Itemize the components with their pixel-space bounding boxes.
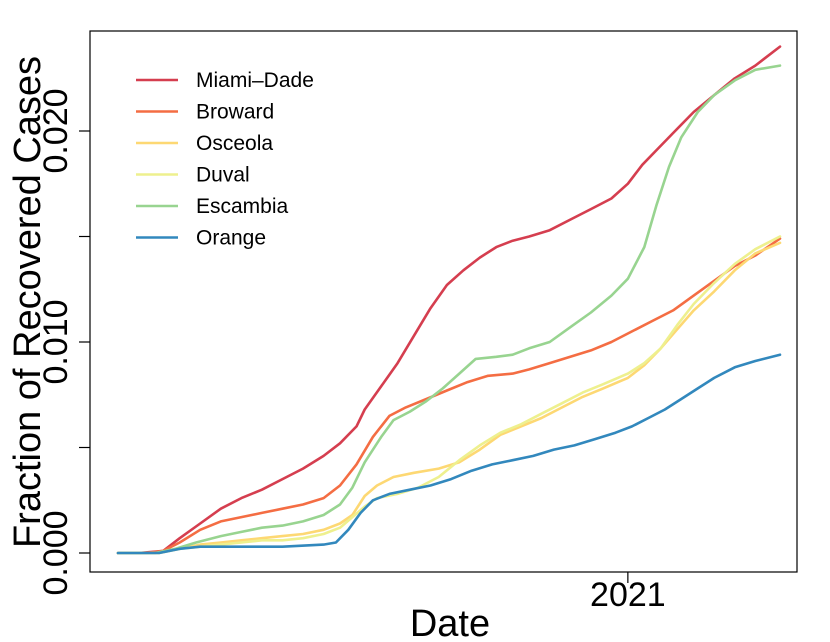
x-axis-title: Date bbox=[410, 603, 490, 642]
y-axis: 0.000 0.010 0.020 bbox=[37, 88, 90, 596]
x-axis: 2021 bbox=[590, 572, 666, 614]
series-line-orange bbox=[116, 353, 782, 555]
series-line-broward bbox=[116, 237, 782, 555]
legend-label: Duval bbox=[196, 164, 250, 187]
legend-label: Broward bbox=[196, 101, 274, 124]
series-line-miami-dade bbox=[116, 45, 782, 555]
y-tick-label: 0.010 bbox=[37, 299, 75, 384]
legend-label: Escambia bbox=[196, 195, 289, 218]
series-line-duval bbox=[116, 235, 782, 555]
series-lines bbox=[116, 45, 782, 555]
y-tick-label: 0.000 bbox=[37, 510, 75, 595]
legend-label: Orange bbox=[196, 227, 266, 250]
y-axis-title: Fraction of Recovered Cases bbox=[7, 56, 49, 548]
legend-label: Osceola bbox=[196, 132, 273, 155]
y-tick-label: 0.020 bbox=[37, 88, 75, 173]
plot-frame bbox=[89, 30, 798, 573]
x-tick-label: 2021 bbox=[590, 576, 666, 614]
legend-label: Miami–Dade bbox=[196, 69, 314, 92]
legend: Miami–Dade Broward Osceola Duval Escambia Ora… bbox=[136, 69, 314, 250]
series-line-escambia bbox=[116, 64, 782, 555]
